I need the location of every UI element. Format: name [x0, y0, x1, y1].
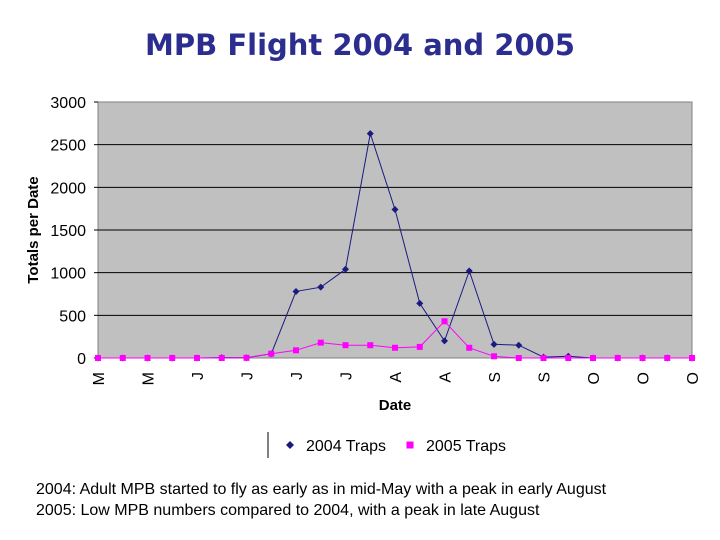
data-point-2005: [441, 318, 448, 325]
x-tick-label: O: [586, 372, 603, 384]
x-tick-label: A: [388, 372, 405, 383]
chart-title: MPB Flight 2004 and 2005: [145, 28, 575, 62]
data-point-2005: [614, 355, 621, 361]
x-tick-label: J: [240, 372, 257, 380]
x-tick-label: M: [141, 372, 158, 385]
y-tick-label: 1000: [50, 266, 86, 283]
data-point-2004: [490, 340, 498, 348]
y-tick-label: 0: [77, 351, 86, 368]
caption-2004: 2004: Adult MPB started to fly as early …: [36, 481, 607, 498]
data-point-2004: [292, 287, 300, 295]
data-point-2005: [144, 355, 151, 361]
data-point-2005: [243, 354, 250, 361]
x-tick-label: J: [289, 372, 306, 380]
data-point-2005: [268, 350, 275, 357]
x-tick-label: J: [190, 372, 207, 380]
data-point-2005: [95, 355, 101, 361]
y-tick-label: 2500: [50, 138, 86, 155]
legend-label-1: 2004 Traps: [306, 438, 386, 455]
data-point-2005: [194, 355, 200, 361]
x-tick-label: O: [636, 372, 653, 384]
data-point-2005: [293, 347, 299, 354]
legend: 2004 Traps 2005 Traps: [286, 438, 506, 455]
x-tick-label: M: [91, 372, 108, 385]
legend-marker-2004: [286, 441, 294, 449]
data-point-2004: [391, 206, 399, 214]
gridlines: [98, 144, 692, 316]
x-tick-label: A: [438, 372, 455, 383]
data-point-2005: [218, 355, 225, 361]
y-axis-ticks: 0 500 1000 1500 2000 2500 3000: [50, 95, 98, 368]
chart: 0 500 1000 1500 2000 2500 3000 M M J J J J A A S S O O O T…: [25, 95, 702, 458]
series-layer: [94, 130, 696, 362]
data-point-2005: [664, 355, 671, 361]
data-point-2005: [466, 344, 473, 351]
x-tick-label: O: [685, 372, 702, 384]
y-tick-label: 1500: [50, 223, 86, 240]
data-point-2005: [565, 355, 572, 361]
y-tick-label: 3000: [50, 95, 86, 112]
x-tick-label: J: [339, 372, 356, 380]
data-point-2004: [342, 265, 349, 273]
x-tick-label: S: [487, 372, 504, 383]
data-point-2005: [515, 355, 522, 361]
x-tick-label: S: [537, 372, 554, 383]
data-point-2005: [639, 355, 646, 361]
data-point-2005: [491, 353, 497, 360]
data-point-2005: [590, 355, 596, 361]
y-tick-label: 2000: [50, 180, 86, 197]
y-tick-label: 500: [59, 308, 86, 325]
data-point-2005: [342, 342, 349, 349]
data-point-2004: [317, 283, 325, 291]
x-axis-label: Date: [379, 397, 412, 414]
caption-2005: 2005: Low MPB numbers compared to 2004, …: [36, 502, 540, 519]
data-point-2005: [317, 339, 324, 346]
data-point-2005: [367, 342, 374, 349]
legend-marker-2005: [406, 441, 414, 449]
data-point-2005: [119, 355, 126, 361]
legend-label-2: 2005 Traps: [426, 438, 506, 455]
data-point-2005: [416, 343, 423, 350]
data-point-2004: [416, 299, 424, 307]
data-point-2005: [689, 355, 695, 361]
data-point-2004: [366, 130, 374, 138]
y-axis-label: Totals per Date: [25, 176, 42, 283]
data-point-2005: [169, 355, 176, 361]
data-point-2005: [392, 344, 398, 351]
data-point-2004: [515, 341, 523, 349]
data-point-2004: [441, 337, 448, 345]
data-point-2005: [540, 355, 547, 361]
data-point-2004: [465, 267, 473, 275]
